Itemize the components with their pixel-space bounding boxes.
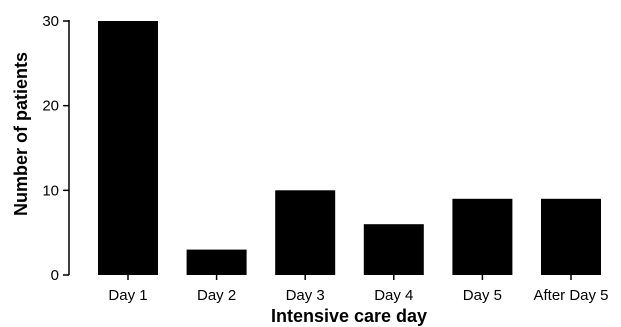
x-axis-title: Intensive care day	[271, 306, 427, 326]
x-tick-label: Day 3	[286, 287, 325, 304]
ticks-group: Day 1 Day 2 Day 3 Day 4 Day 5 After Day 5 0 10 2…	[42, 13, 608, 304]
bar-day-2	[186, 249, 247, 275]
x-tick-label: Day 1	[108, 287, 147, 304]
x-tick-label: Day 2	[197, 287, 236, 304]
y-tick-label: 0	[51, 267, 59, 284]
bar-day-4	[363, 224, 424, 275]
bar-day-1	[98, 21, 158, 275]
bar-after-day-5	[541, 198, 601, 275]
bars-group	[98, 21, 601, 275]
y-axis-title: Number of patients	[11, 52, 31, 216]
x-tick-label: After Day 5	[533, 287, 608, 304]
x-tick-label: Day 5	[463, 287, 502, 304]
bar-day-5	[452, 198, 513, 275]
y-tick-label: 30	[42, 13, 59, 30]
bar-day-3	[275, 190, 336, 275]
y-tick-label: 20	[42, 98, 59, 115]
x-tick-label: Day 4	[374, 287, 413, 304]
y-tick-label: 10	[42, 182, 59, 199]
